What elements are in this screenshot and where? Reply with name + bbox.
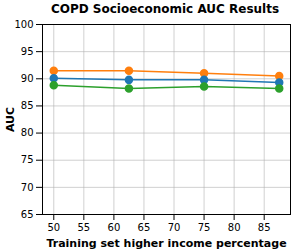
svg-text:50: 50 [47,222,60,233]
svg-text:Training set higher income per: Training set higher income percentage [46,237,286,250]
svg-text:85: 85 [21,100,34,111]
svg-text:65: 65 [21,209,34,220]
svg-text:60: 60 [108,222,121,233]
svg-text:90: 90 [21,73,34,84]
svg-text:100: 100 [14,19,33,30]
svg-text:95: 95 [21,46,34,57]
svg-text:AUC: AUC [4,107,17,132]
svg-text:70: 70 [168,222,181,233]
svg-text:70: 70 [21,182,34,193]
svg-text:65: 65 [138,222,151,233]
svg-text:80: 80 [21,127,34,138]
svg-text:85: 85 [258,222,271,233]
svg-text:75: 75 [198,222,211,233]
svg-text:55: 55 [77,222,90,233]
html-text:COPD Socioeconomic AUC Results: COPD Socioeconomic AUC Results [50,2,280,16]
svg-text:80: 80 [228,222,241,233]
svg-text:75: 75 [21,154,34,165]
